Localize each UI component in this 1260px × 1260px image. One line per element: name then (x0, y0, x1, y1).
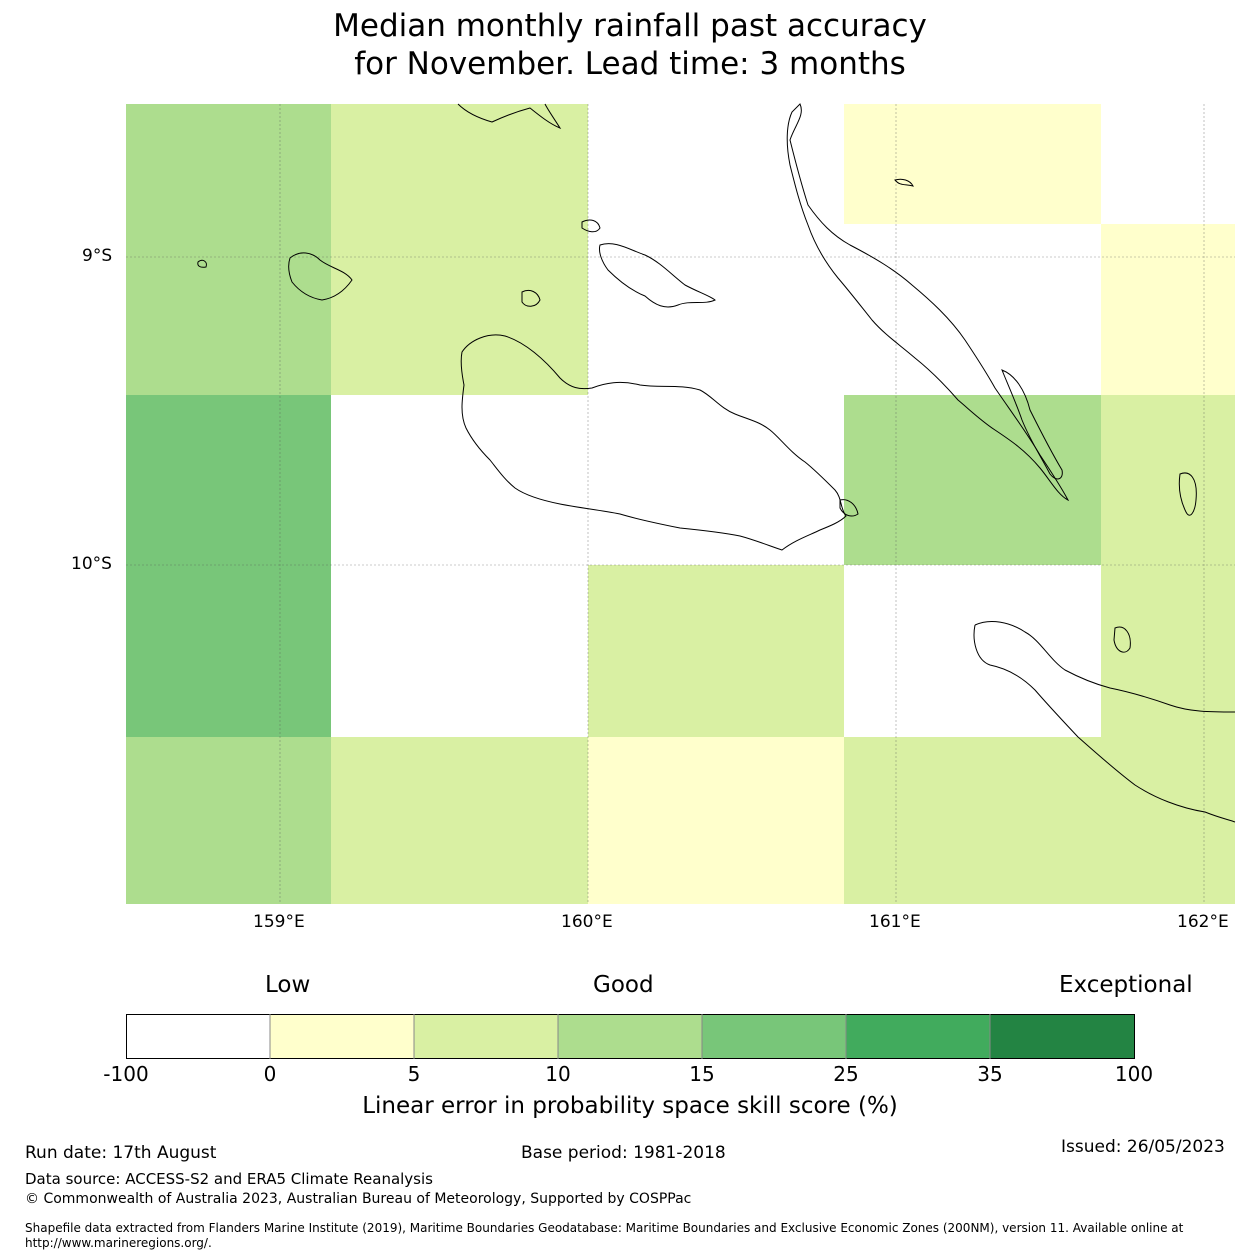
coastline-island (288, 252, 353, 301)
grid-cell (126, 104, 331, 395)
colorbar-segment (414, 1014, 558, 1058)
base-period: Base period: 1981-2018 (521, 1143, 726, 1163)
coastline-guadalcanal (460, 334, 847, 551)
coastline-island (581, 219, 601, 233)
legend-exceptional-label: Exceptional (1059, 972, 1193, 998)
skill-grid (126, 104, 1235, 904)
coastline-island (839, 499, 859, 517)
grid-cell (588, 565, 844, 737)
map-title-line1: Median monthly rainfall past accuracy (333, 8, 927, 44)
legend-low-label: Low (265, 972, 311, 998)
grid-cell (588, 737, 844, 904)
grid-cell (331, 104, 588, 395)
shapefile-credit-line1: Shapefile data extracted from Flanders M… (25, 1221, 1184, 1235)
legend-good-label: Good (593, 972, 654, 998)
colorbar-segment (846, 1014, 990, 1058)
data-source: Data source: ACCESS-S2 and ERA5 Climate … (25, 1170, 433, 1188)
colorbar-tick: 0 (263, 1062, 277, 1086)
issued-date: Issued: 26/05/2023 (1061, 1137, 1225, 1157)
coastline-island (457, 103, 562, 130)
grid-cell (1101, 224, 1235, 395)
run-date: Run date: 17th August (25, 1143, 217, 1163)
coastline-russell (521, 289, 541, 307)
colorbar-tick: 25 (833, 1062, 859, 1086)
colorbar-segment (126, 1014, 270, 1058)
colorbar-segment (702, 1014, 846, 1058)
grid-cell (126, 395, 331, 737)
colorbar-segment (558, 1014, 702, 1058)
colorbar-tick: -100 (103, 1062, 149, 1086)
colorbar-frame (126, 1014, 1135, 1059)
coastline-malaita (786, 103, 1070, 502)
copyright: © Commonwealth of Australia 2023, Austra… (25, 1191, 692, 1207)
colorbar-segment (990, 1014, 1134, 1058)
lon-label-162e: 162°E (1177, 912, 1229, 932)
colorbar-segment (270, 1014, 414, 1058)
lon-label-159e: 159°E (253, 912, 305, 932)
grid-cell (331, 737, 588, 904)
grid-cell (1101, 395, 1235, 737)
coastline-island (1001, 369, 1063, 480)
colorbar-tick: 10 (545, 1062, 571, 1086)
colorbar-tick: 35 (977, 1062, 1003, 1086)
graticule (126, 104, 1235, 904)
lon-label-161e: 161°E (869, 912, 921, 932)
grid-cell (126, 737, 331, 904)
shapefile-credit-line2: http://www.marineregions.org/. (25, 1236, 212, 1250)
coastline-island (1113, 626, 1131, 653)
grid-cell (844, 104, 1101, 224)
coastlines (197, 103, 1236, 823)
grid-cell (844, 737, 1235, 904)
coastline-makira (973, 621, 1236, 823)
lat-label-9s: 9°S (82, 246, 113, 266)
coastline-nggela (599, 243, 716, 308)
coastline-island (1178, 472, 1197, 516)
colorbar-label: Linear error in probability space skill … (362, 1093, 898, 1119)
colorbar-tick: 5 (407, 1062, 421, 1086)
coastline-island (197, 259, 207, 268)
lat-label-10s: 10°S (71, 554, 112, 574)
lon-label-160e: 160°E (561, 912, 613, 932)
map-title-line2: for November. Lead time: 3 months (354, 46, 906, 82)
map-panel (126, 103, 1236, 904)
colorbar-tick: 100 (1114, 1062, 1154, 1086)
colorbar-tick: 15 (689, 1062, 715, 1086)
coastline-island (894, 178, 914, 187)
grid-cell (844, 395, 1101, 565)
